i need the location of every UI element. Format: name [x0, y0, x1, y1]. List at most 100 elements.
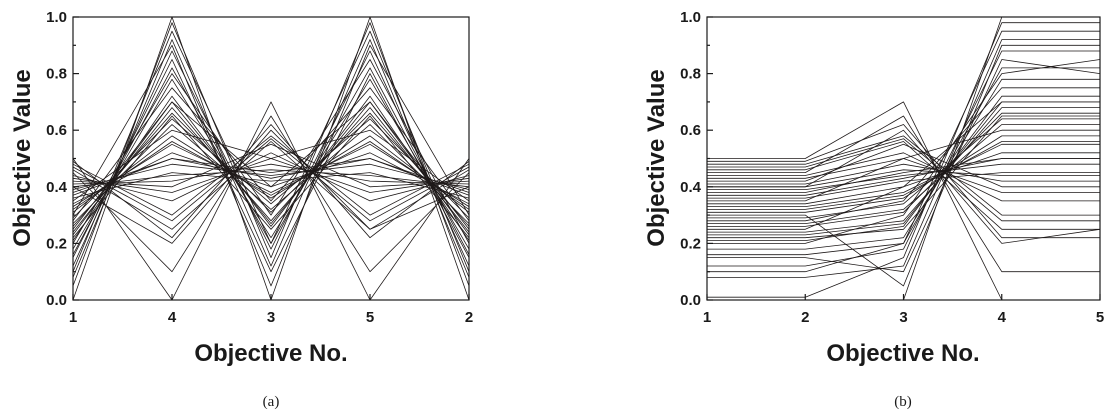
series-line — [72, 143, 470, 207]
series-line — [707, 138, 1100, 222]
series-line — [707, 169, 1100, 188]
series-line — [707, 59, 1101, 273]
series-line — [707, 115, 1100, 273]
series-line — [72, 101, 470, 236]
y-axis-b: 0.0 0.2 0.4 0.6 0.8 1.0 — [680, 9, 713, 309]
series-line — [707, 101, 1100, 230]
series-line — [707, 158, 1100, 193]
y-tick-label: 0.0 — [46, 292, 67, 309]
x-tick-label: 4 — [998, 309, 1007, 326]
series-line — [72, 124, 470, 239]
series-line — [72, 101, 470, 301]
series-line — [72, 44, 470, 287]
series-line — [72, 143, 470, 188]
series-line — [72, 138, 470, 222]
x-tick-label: 3 — [899, 309, 907, 326]
chart-panel-b: 0.0 0.2 0.4 0.6 0.8 1.0 1 2 3 4 5 Objective Value… — [643, 9, 1104, 410]
series-line — [72, 169, 470, 188]
series-line — [707, 129, 1100, 202]
y-tick-label: 0.2 — [680, 235, 701, 252]
x-axis-a: 1 4 3 5 2 — [69, 294, 473, 326]
series-line — [707, 135, 1100, 216]
series-line — [72, 59, 470, 244]
y-axis-title-a: Objective Value — [9, 69, 36, 246]
series-line — [72, 39, 470, 278]
series-line — [72, 115, 470, 238]
x-tick-label: 1 — [69, 309, 77, 326]
series-line — [707, 59, 1101, 244]
caption-b: (b) — [894, 394, 912, 410]
x-tick-label: 2 — [465, 309, 473, 326]
series-line — [72, 30, 470, 272]
x-axis-title-b: Objective No. — [826, 340, 979, 367]
series-line — [707, 163, 1100, 185]
series-line — [707, 95, 1100, 242]
series-line — [72, 172, 470, 199]
y-tick-label: 0.0 — [680, 292, 701, 309]
series-line — [707, 118, 1100, 219]
series-line — [707, 39, 1100, 278]
series-line — [72, 115, 470, 273]
series-line — [707, 158, 1100, 196]
series-line — [707, 115, 1100, 239]
y-axis-a: 0.0 0.2 0.4 0.6 0.8 1.0 — [46, 9, 79, 309]
series-line — [72, 135, 470, 216]
chart-panel-a: 0.0 0.2 0.4 0.6 0.8 1.0 1 4 3 5 2 Objective Value… — [9, 9, 473, 410]
series-line — [72, 59, 470, 273]
series-line — [72, 22, 470, 287]
series-line — [707, 141, 1100, 210]
x-tick-label: 4 — [168, 309, 177, 326]
y-tick-label: 1.0 — [46, 9, 67, 26]
series-line — [72, 152, 470, 202]
series-line — [72, 152, 470, 205]
series-line — [72, 158, 470, 196]
caption-a: (a) — [263, 394, 280, 410]
y-tick-label: 0.6 — [680, 122, 701, 139]
series-line — [72, 112, 470, 227]
series-line — [707, 50, 1100, 267]
series-line — [707, 172, 1100, 199]
series-line — [72, 118, 470, 219]
series-line — [707, 112, 1100, 227]
series-line — [707, 78, 1100, 250]
x-axis-b: 1 2 3 4 5 — [703, 294, 1104, 326]
series-line — [707, 141, 1100, 230]
y-tick-label: 0.2 — [46, 235, 67, 252]
series-line — [72, 67, 470, 255]
series-line — [72, 107, 470, 233]
x-tick-label: 5 — [1096, 309, 1104, 326]
series-line — [707, 163, 1100, 191]
series-line — [707, 67, 1100, 256]
series-line — [707, 124, 1100, 239]
series-line — [72, 95, 470, 241]
series-line — [72, 87, 470, 222]
series-line — [72, 50, 470, 267]
x-tick-label: 5 — [366, 309, 374, 326]
y-tick-label: 0.8 — [680, 66, 701, 83]
series-line — [72, 141, 470, 210]
series-line — [707, 152, 1100, 202]
y-tick-label: 0.4 — [680, 179, 702, 196]
y-tick-label: 0.4 — [46, 179, 68, 196]
series-line — [707, 30, 1100, 273]
series-line — [707, 22, 1100, 298]
series-line — [707, 107, 1100, 233]
series-line — [72, 101, 470, 230]
y-axis-title-b: Objective Value — [643, 69, 670, 246]
series-lines-a — [72, 16, 470, 301]
x-tick-label: 1 — [703, 309, 711, 326]
series-line — [72, 141, 470, 230]
series-line — [72, 135, 470, 213]
series-line — [707, 135, 1100, 213]
series-line — [707, 143, 1100, 188]
series-line — [707, 124, 1100, 225]
series-line — [707, 87, 1100, 222]
series-line — [707, 101, 1100, 236]
series-line — [72, 163, 470, 190]
x-axis-title-a: Objective No. — [194, 340, 347, 367]
x-tick-label: 2 — [801, 309, 809, 326]
series-line — [72, 124, 470, 224]
series-line — [707, 152, 1100, 205]
x-tick-label: 3 — [267, 309, 275, 326]
